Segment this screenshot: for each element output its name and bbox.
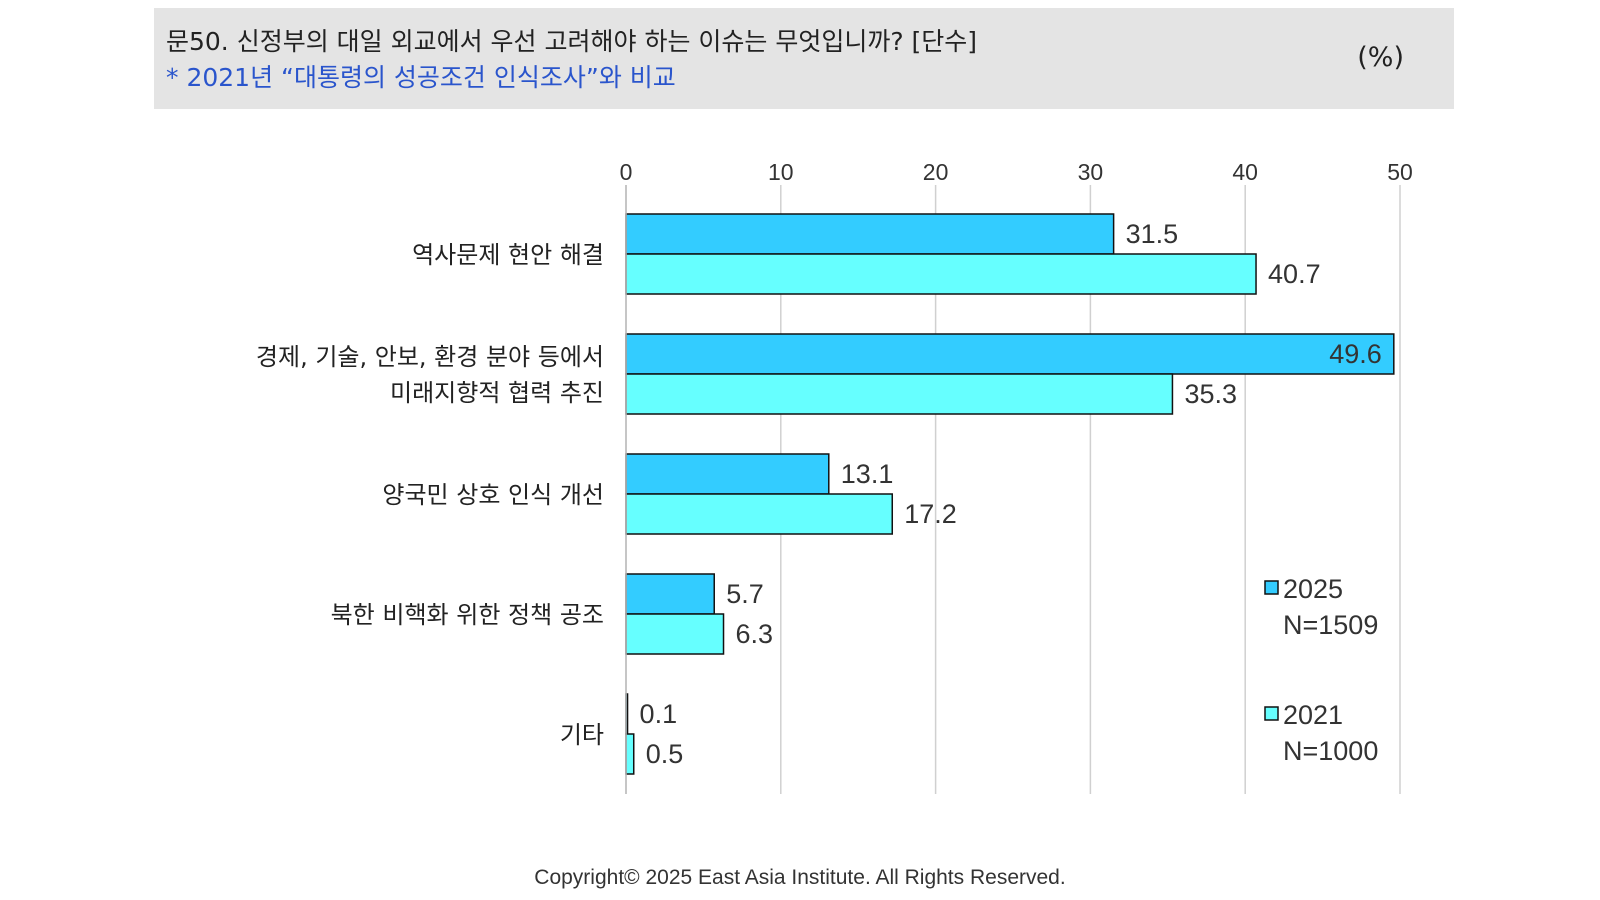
legend-swatch <box>1264 706 1279 721</box>
data-label: 5.7 <box>726 579 764 609</box>
bar <box>625 253 1257 295</box>
x-tick-label: 30 <box>1078 159 1104 185</box>
bar <box>625 733 635 775</box>
legend-label: 2025 <box>1283 574 1343 604</box>
bar <box>625 213 1115 255</box>
data-label: 0.5 <box>646 739 684 769</box>
data-label: 49.6 <box>1329 339 1382 369</box>
data-label: 17.2 <box>904 499 957 529</box>
x-tick-label: 20 <box>923 159 949 185</box>
question-subtitle: * 2021년 “대통령의 성공조건 인식조사”와 비교 <box>166 63 676 92</box>
data-label: 35.3 <box>1184 379 1237 409</box>
question-title: 문50. 신정부의 대일 외교에서 우선 고려해야 하는 이슈는 무엇입니까? … <box>166 27 978 56</box>
bar <box>625 573 715 615</box>
data-label: 6.3 <box>736 619 774 649</box>
category-label: 경제, 기술, 안보, 환경 분야 등에서 <box>256 343 604 371</box>
data-label: 31.5 <box>1126 219 1179 249</box>
bar <box>625 453 830 495</box>
x-tick-label: 10 <box>768 159 794 185</box>
legend-swatch <box>1264 580 1279 595</box>
bar <box>625 613 725 655</box>
bar <box>625 493 894 535</box>
legend-sample-size: N=1000 <box>1283 736 1378 766</box>
x-tick-label: 50 <box>1387 159 1413 185</box>
legend-label: 2021 <box>1283 700 1343 730</box>
category-label: 역사문제 현안 해결 <box>412 241 604 269</box>
data-label: 0.1 <box>640 699 678 729</box>
bar <box>625 373 1174 415</box>
category-label: 미래지향적 협력 추진 <box>390 379 604 407</box>
unit-label: (%) <box>1357 42 1404 73</box>
category-label: 기타 <box>560 721 604 749</box>
copyright-footer: Copyright© 2025 East Asia Institute. All… <box>534 866 1066 889</box>
bar <box>625 333 1395 375</box>
category-label: 양국민 상호 인식 개선 <box>382 481 604 509</box>
question-header: 문50. 신정부의 대일 외교에서 우선 고려해야 하는 이슈는 무엇입니까? … <box>154 8 1454 109</box>
x-tick-label: 0 <box>620 159 633 185</box>
category-label: 북한 비핵화 위한 정책 공조 <box>331 601 604 629</box>
x-tick-label: 40 <box>1232 159 1258 185</box>
legend-sample-size: N=1509 <box>1283 610 1378 640</box>
data-label: 13.1 <box>841 459 894 489</box>
data-label: 40.7 <box>1268 259 1321 289</box>
